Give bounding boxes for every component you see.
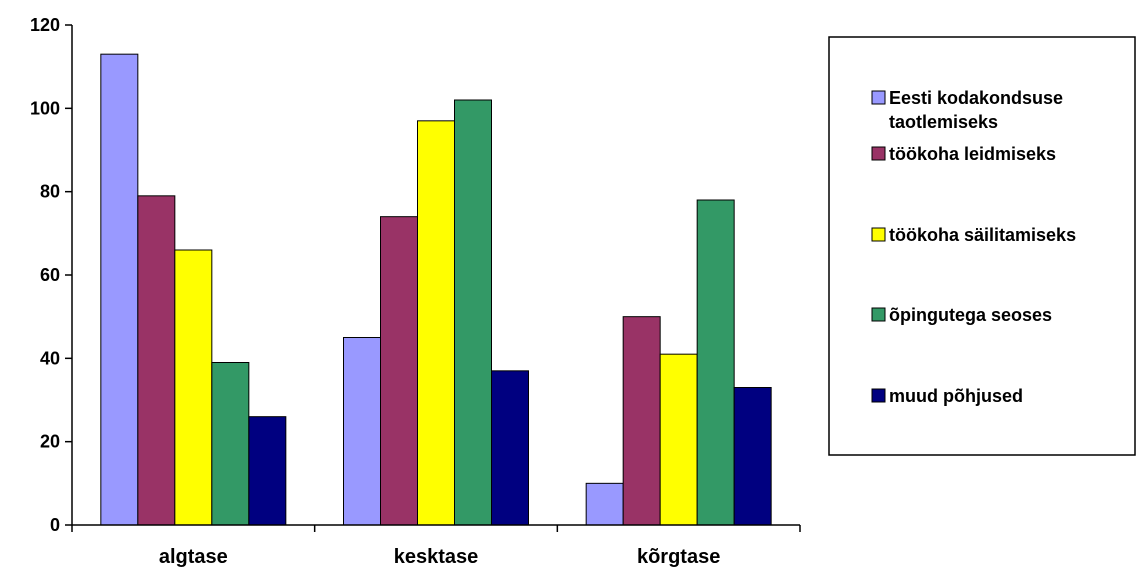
legend-box xyxy=(828,36,1136,456)
bar-1-0 xyxy=(343,337,381,526)
bar-1-1 xyxy=(380,216,418,526)
y-tick-label: 120 xyxy=(30,15,60,35)
bar-0-4 xyxy=(248,416,287,526)
legend-label-0: Eesti kodakondsuse taotlemiseks xyxy=(889,88,1063,132)
legend-label-2: töökoha säilitamiseks xyxy=(889,225,1076,245)
y-tick-label: 20 xyxy=(40,432,60,452)
x-axis: algtase kesktase kõrgtase xyxy=(71,524,801,568)
y-tick-label: 100 xyxy=(30,98,60,118)
bar-0-2 xyxy=(174,249,213,526)
y-tick-label: 0 xyxy=(50,515,60,535)
plot-area xyxy=(100,53,772,526)
legend-label-1: töökoha leidmiseks xyxy=(889,144,1056,164)
legend-swatch-3 xyxy=(871,307,886,322)
legend-label-4: muud põhjused xyxy=(889,386,1023,406)
bar-2-3 xyxy=(696,199,735,526)
y-tick-label: 80 xyxy=(40,182,60,202)
legend: Eesti kodakondsuse taotlemiseks töökoha le… xyxy=(828,36,1136,456)
bar-2-2 xyxy=(659,353,698,526)
legend-swatch-1 xyxy=(871,146,886,161)
bar-1-3 xyxy=(454,99,492,526)
bar-1-2 xyxy=(417,120,455,526)
bar-2-0 xyxy=(585,482,624,526)
y-tick-label: 40 xyxy=(40,348,60,368)
bar-2-4 xyxy=(733,387,772,526)
bar-1-4 xyxy=(491,370,529,526)
bar-0-1 xyxy=(137,195,176,526)
bar-2-1 xyxy=(622,316,661,526)
legend-swatch-4 xyxy=(871,388,886,403)
legend-swatch-0 xyxy=(871,90,886,105)
bar-0-3 xyxy=(211,362,250,526)
bar-0-0 xyxy=(100,53,139,526)
legend-label-3: õpingutega seoses xyxy=(889,305,1052,325)
y-tick-label: 60 xyxy=(40,265,60,285)
x-category-label: kesktase xyxy=(394,546,479,568)
x-category-label: algtase xyxy=(159,546,228,568)
y-axis: 0 20 40 60 80 100 120 xyxy=(30,15,73,535)
legend-swatch-2 xyxy=(871,227,886,242)
x-category-label: kõrgtase xyxy=(637,546,720,568)
